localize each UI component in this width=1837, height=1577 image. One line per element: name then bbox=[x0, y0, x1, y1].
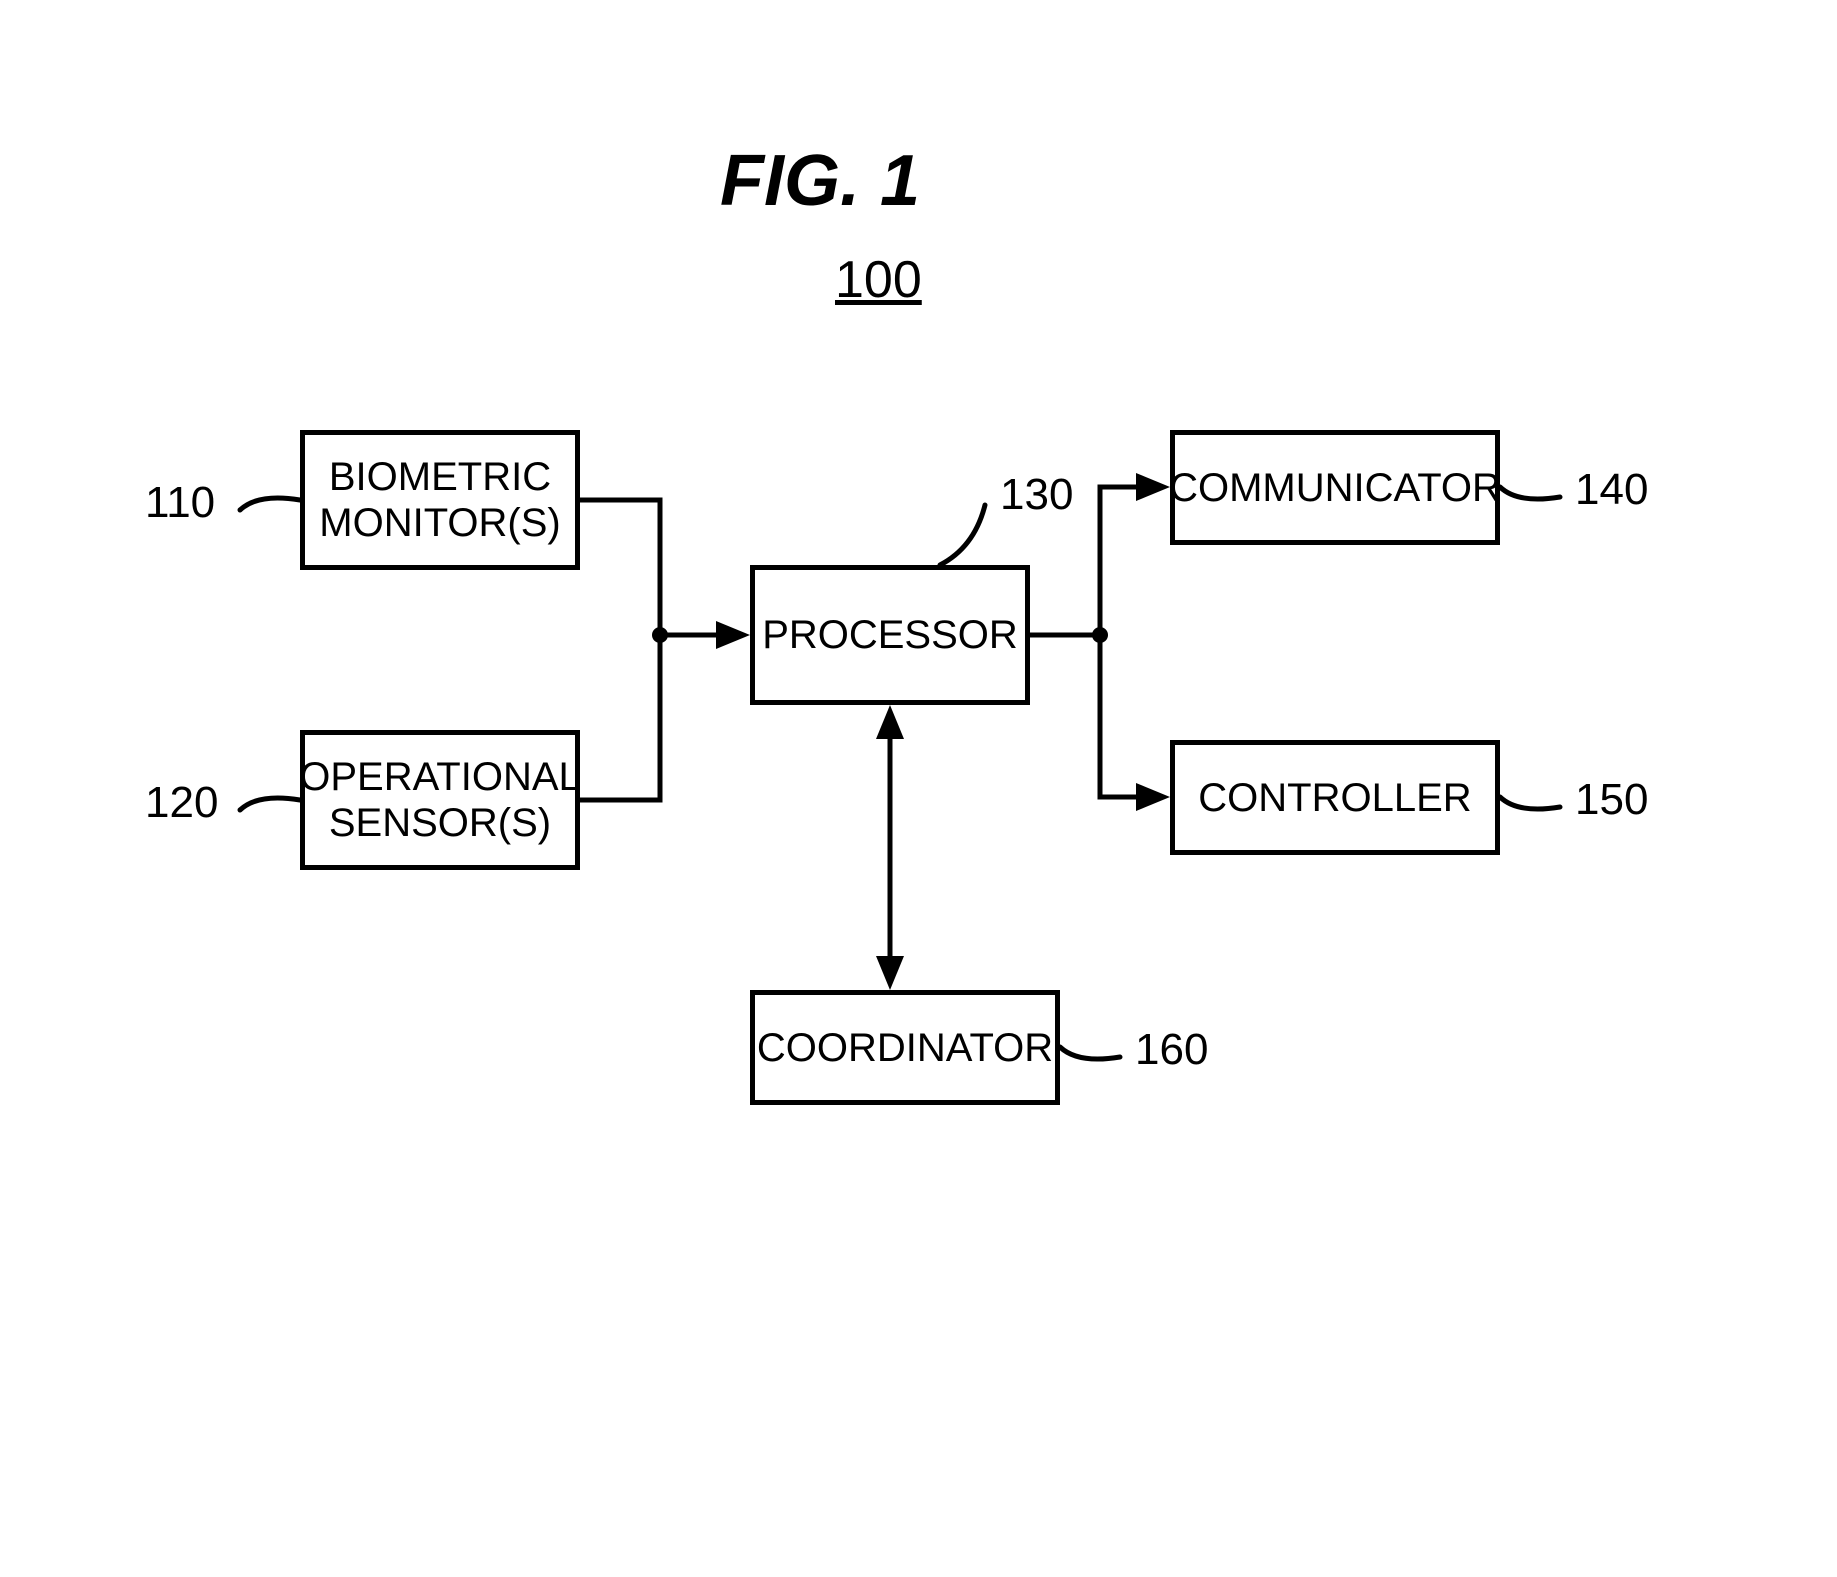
ref-150: 150 bbox=[1575, 775, 1648, 825]
node-communicator-label: COMMUNICATOR bbox=[1169, 465, 1501, 511]
ref-110: 110 bbox=[145, 478, 215, 528]
figure-canvas: FIG. 1 100 BIOMETRICMONITOR(S) OPERATION… bbox=[0, 0, 1837, 1577]
ref-160: 160 bbox=[1135, 1025, 1208, 1075]
node-processor-label: PROCESSOR bbox=[762, 612, 1018, 658]
connector-overlay bbox=[0, 0, 1837, 1577]
node-coordinator: COORDINATOR bbox=[750, 990, 1060, 1105]
node-processor: PROCESSOR bbox=[750, 565, 1030, 705]
node-operational-sensors-label: OPERATIONALSENSOR(S) bbox=[299, 754, 581, 846]
ref-140: 140 bbox=[1575, 465, 1648, 515]
node-controller-label: CONTROLLER bbox=[1198, 775, 1471, 821]
node-controller: CONTROLLER bbox=[1170, 740, 1500, 855]
node-coordinator-label: COORDINATOR bbox=[757, 1025, 1053, 1071]
figure-number: 100 bbox=[835, 250, 922, 310]
ref-120: 120 bbox=[145, 778, 218, 828]
figure-title: FIG. 1 bbox=[720, 140, 920, 222]
ref-130: 130 bbox=[1000, 470, 1073, 520]
node-biometric-monitors-label: BIOMETRICMONITOR(S) bbox=[319, 454, 560, 546]
node-biometric-monitors: BIOMETRICMONITOR(S) bbox=[300, 430, 580, 570]
node-communicator: COMMUNICATOR bbox=[1170, 430, 1500, 545]
node-operational-sensors: OPERATIONALSENSOR(S) bbox=[300, 730, 580, 870]
